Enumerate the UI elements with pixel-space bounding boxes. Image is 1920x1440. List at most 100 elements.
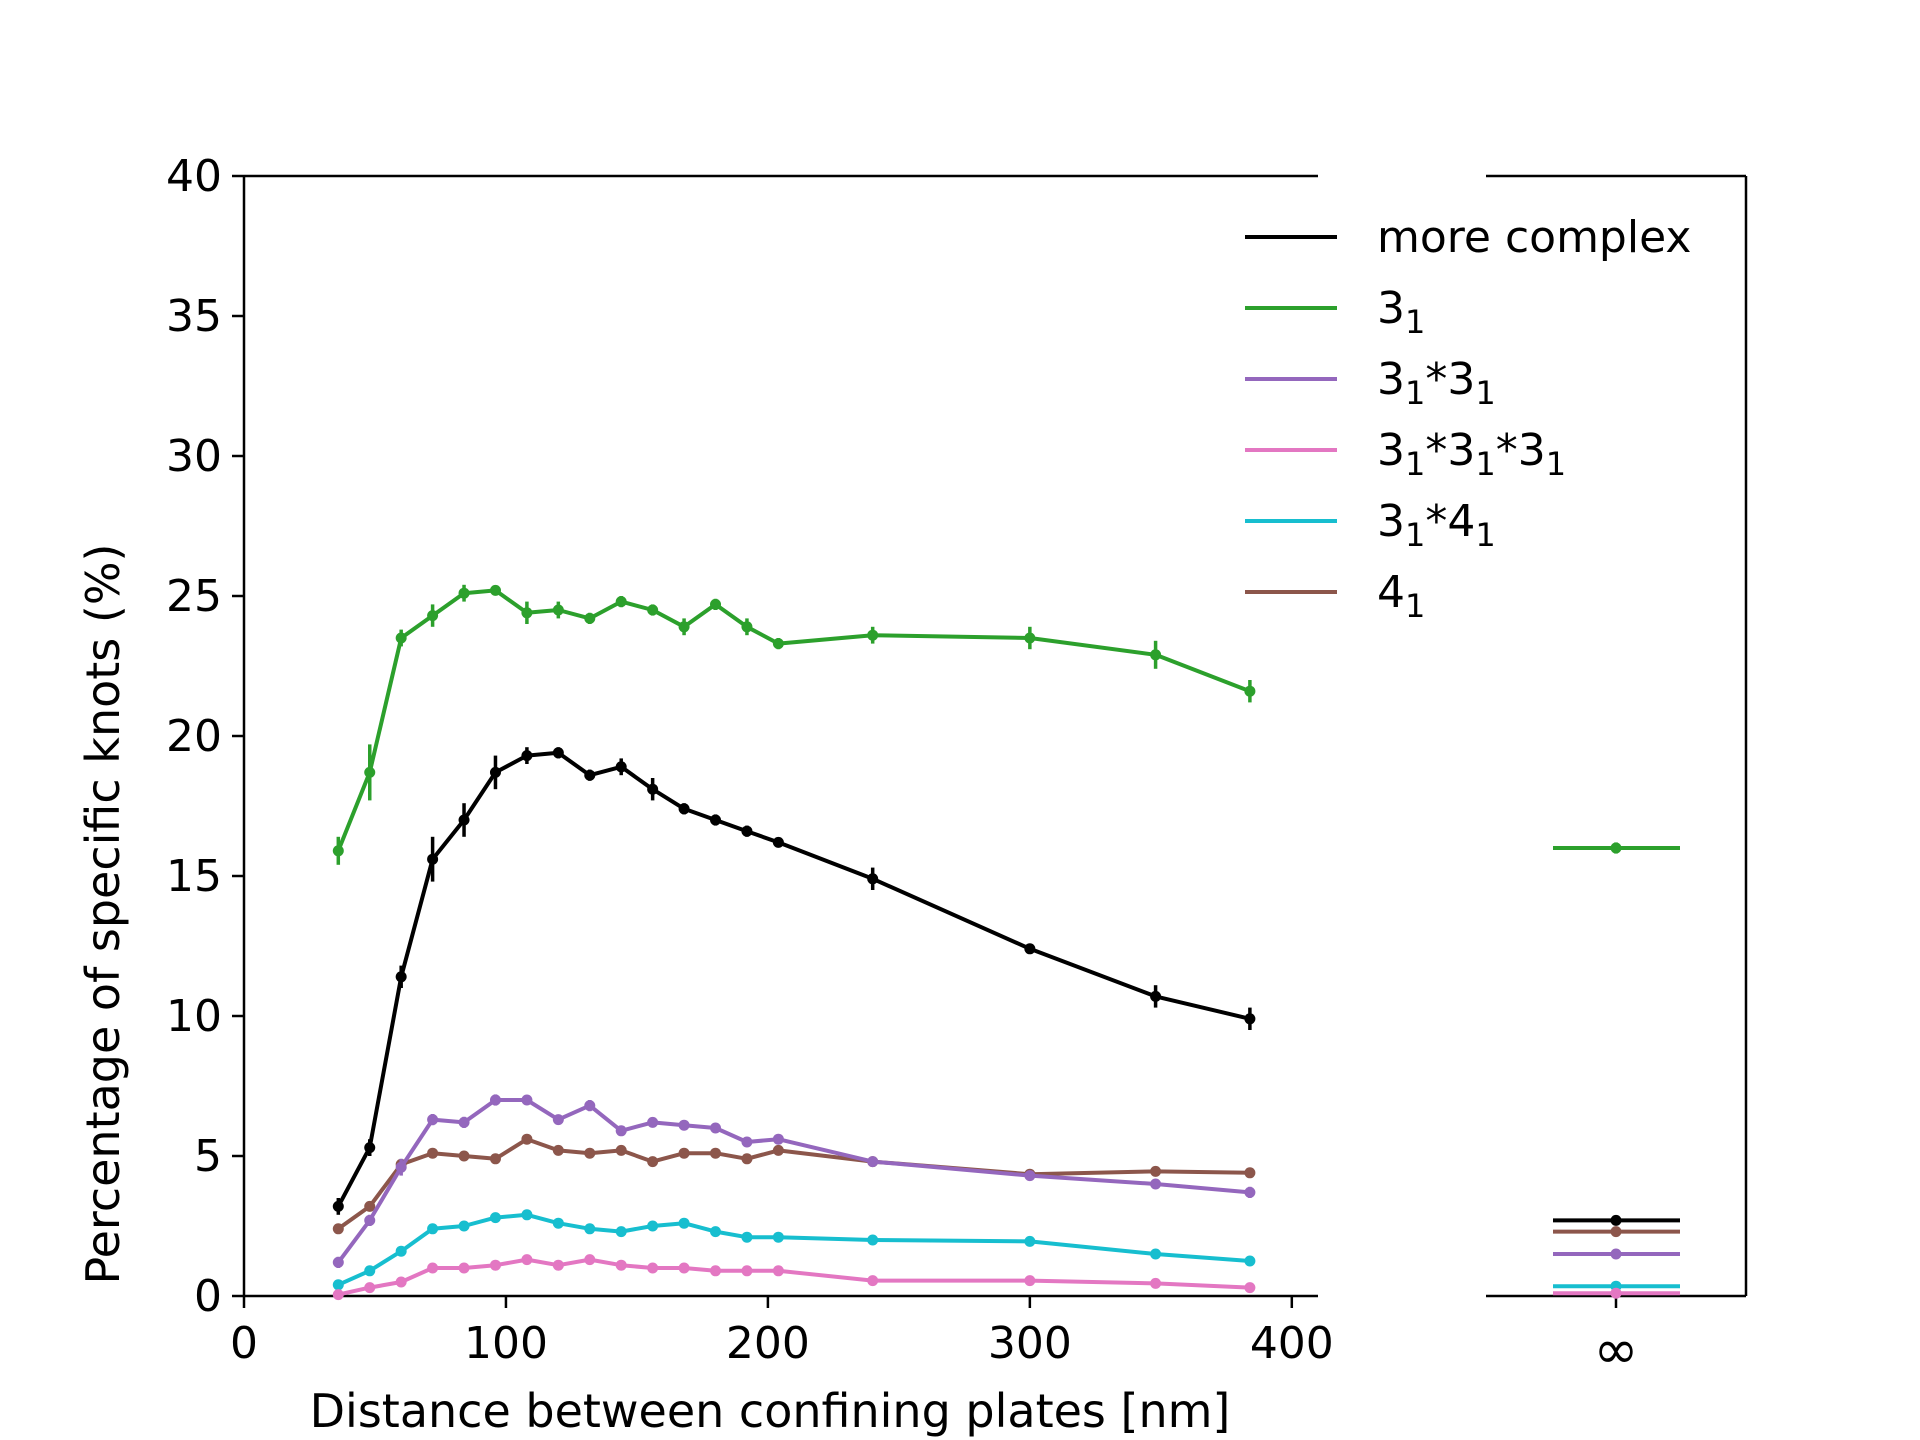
data-point xyxy=(521,1094,533,1106)
data-point xyxy=(1024,632,1036,644)
data-point xyxy=(332,1289,344,1301)
series-line xyxy=(337,1137,1250,1231)
data-point xyxy=(741,1136,753,1148)
data-point xyxy=(489,1094,501,1106)
x-tick-label: 100 xyxy=(464,1318,548,1369)
legend: more complex 31 31*31 31*31*31 31*41 41 xyxy=(1245,212,1691,625)
data-point xyxy=(489,766,501,778)
data-point xyxy=(1150,1178,1162,1190)
data-point xyxy=(741,1153,753,1165)
legend-entry: 41 xyxy=(1245,567,1425,625)
data-point xyxy=(710,814,722,826)
infinity-series-3-1-3-1 xyxy=(1553,1248,1680,1260)
data-point xyxy=(1024,1235,1036,1247)
infinity-series-4-1 xyxy=(1553,1226,1680,1238)
data-point xyxy=(1024,1275,1036,1287)
data-point xyxy=(710,1265,722,1277)
data-point xyxy=(1244,1186,1256,1198)
data-point xyxy=(772,1265,784,1277)
data-point xyxy=(1024,943,1036,955)
data-point xyxy=(710,1122,722,1134)
x-tick-label: 400 xyxy=(1250,1318,1334,1369)
data-point xyxy=(584,1223,596,1235)
data-point xyxy=(332,1279,344,1291)
infinity-plot-panel: ∞ xyxy=(1486,174,1748,1381)
data-point xyxy=(332,1223,344,1235)
data-point xyxy=(772,836,784,848)
data-point xyxy=(772,1144,784,1156)
data-point xyxy=(458,814,470,826)
data-point xyxy=(364,1142,376,1154)
legend-label: 31*31*31 xyxy=(1377,425,1566,483)
data-point xyxy=(710,598,722,610)
data-point xyxy=(710,1147,722,1159)
data-point xyxy=(647,1220,659,1232)
data-point xyxy=(584,1100,596,1112)
data-point xyxy=(678,1217,690,1229)
data-point xyxy=(427,853,439,865)
y-tick-label: 10 xyxy=(166,991,222,1042)
data-point xyxy=(647,783,659,795)
legend-label: 31*31 xyxy=(1377,354,1496,412)
data-point xyxy=(584,612,596,624)
data-point xyxy=(678,621,690,633)
data-point xyxy=(521,750,533,762)
series-more-complex xyxy=(332,747,1256,1215)
data-point xyxy=(427,1223,439,1235)
data-point xyxy=(741,1265,753,1277)
data-point xyxy=(1244,1282,1256,1294)
series-line xyxy=(336,588,1251,852)
data-point xyxy=(1150,990,1162,1002)
infinity-tick-label: ∞ xyxy=(1594,1318,1639,1381)
data-point xyxy=(867,873,879,885)
y-tick-label: 5 xyxy=(194,1131,222,1182)
y-tick-label: 40 xyxy=(166,151,222,202)
data-point xyxy=(615,1144,627,1156)
data-point xyxy=(867,1156,879,1168)
data-point xyxy=(615,1226,627,1238)
data-point xyxy=(458,1262,470,1274)
data-point xyxy=(647,1156,659,1168)
data-point xyxy=(1244,1167,1256,1179)
data-point xyxy=(678,1119,690,1131)
legend-entry: more complex xyxy=(1245,212,1691,263)
data-point xyxy=(615,1125,627,1137)
data-point xyxy=(552,604,564,616)
data-point xyxy=(427,1114,439,1126)
data-point xyxy=(458,1116,470,1128)
data-point xyxy=(1150,1248,1162,1260)
data-point xyxy=(552,1144,564,1156)
data-point xyxy=(364,1282,376,1294)
data-point xyxy=(552,1217,564,1229)
data-point xyxy=(1150,649,1162,661)
infinity-series-more-complex xyxy=(1553,1214,1680,1226)
data-point xyxy=(710,1226,722,1238)
data-point xyxy=(364,1265,376,1277)
data-point xyxy=(395,1161,407,1173)
data-point xyxy=(615,596,627,608)
data-point xyxy=(1244,1013,1256,1025)
y-tick-label: 15 xyxy=(166,851,222,902)
x-tick-label: 0 xyxy=(230,1318,258,1369)
data-point xyxy=(741,621,753,633)
data-point xyxy=(332,845,344,857)
data-point xyxy=(489,1212,501,1224)
legend-entry: 31*31*31 xyxy=(1245,425,1566,483)
y-axis-label: Percentage of specific knots (%) xyxy=(76,544,130,1285)
y-tick-label: 0 xyxy=(194,1271,222,1322)
data-point xyxy=(1150,1277,1162,1289)
data-point xyxy=(332,1256,344,1268)
data-point xyxy=(867,1234,879,1246)
series-line xyxy=(336,750,1251,1208)
data-point xyxy=(552,1259,564,1271)
data-point xyxy=(584,1147,596,1159)
data-point xyxy=(458,587,470,599)
infinity-point xyxy=(1610,1214,1622,1226)
infinity-series-3-1-3-1-3-1 xyxy=(1553,1287,1680,1299)
data-point xyxy=(521,607,533,619)
data-point xyxy=(772,1231,784,1243)
infinity-point xyxy=(1610,1248,1622,1260)
legend-label: 41 xyxy=(1377,567,1425,625)
series-3-1-3-1-3-1 xyxy=(332,1254,1256,1301)
